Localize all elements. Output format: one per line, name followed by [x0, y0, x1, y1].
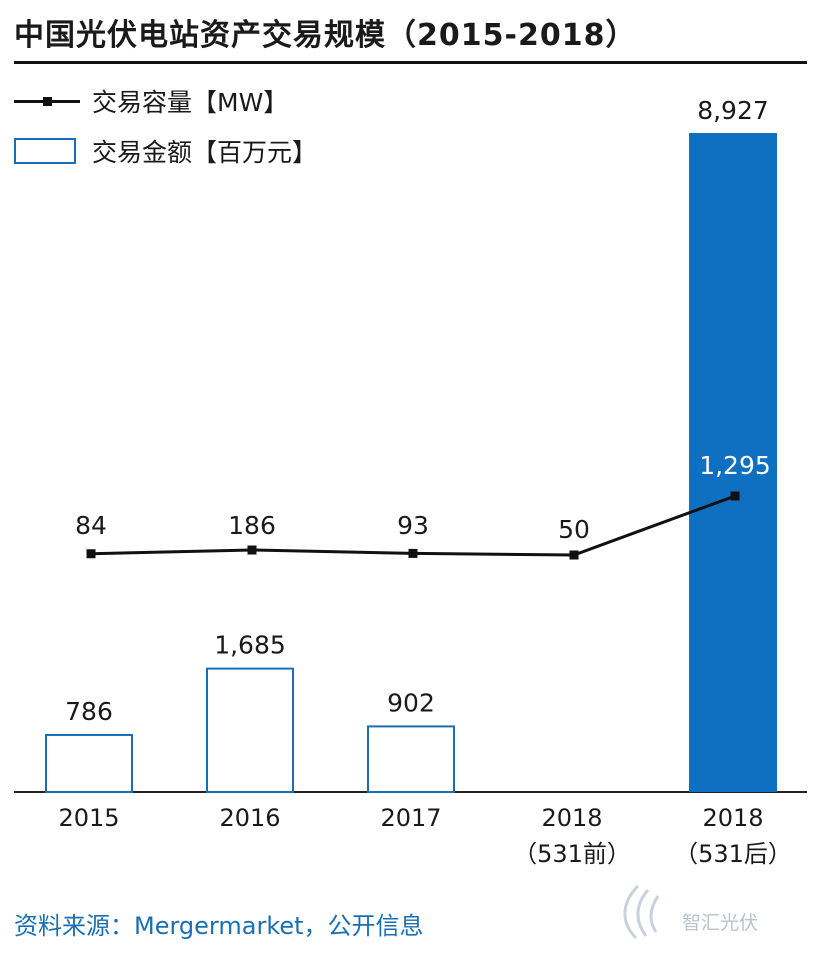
capacity-point-4	[730, 491, 740, 501]
bar-amount-2	[367, 725, 455, 793]
x-tick-label-0-0: 2015	[58, 804, 119, 832]
capacity-label-2: 93	[397, 511, 429, 540]
title-divider	[14, 61, 807, 64]
x-tick-label-4-1: （531后）	[674, 840, 792, 868]
bar-amount-4	[689, 133, 777, 792]
bar-amount-1	[206, 667, 294, 794]
capacity-point-1	[247, 545, 257, 555]
capacity-label-0: 84	[75, 511, 107, 540]
legend-box-swatch	[14, 138, 76, 164]
bar-label-0: 786	[65, 697, 113, 726]
legend-item-amount: 交易金额【百万元】	[14, 133, 317, 169]
bar-label-4: 8,927	[697, 96, 769, 125]
source-note: 资料来源：Mergermarket，公开信息	[14, 912, 424, 940]
watermark: 智汇光伏	[608, 878, 808, 948]
x-tick-label-4-0: 2018	[702, 804, 763, 832]
capacity-label-1: 186	[228, 511, 276, 540]
x-tick-label-1-0: 2016	[219, 804, 280, 832]
watermark-text: 智汇光伏	[682, 912, 759, 934]
x-tick-label-3-0: 2018	[541, 804, 602, 832]
bar-amount-0	[45, 733, 133, 793]
capacity-point-2	[408, 548, 418, 558]
legend-label-capacity: 交易容量【MW】	[92, 88, 289, 117]
legend-item-capacity: 交易容量【MW】	[14, 83, 288, 119]
legend-label-amount: 交易金额【百万元】	[92, 138, 318, 167]
legend-line-swatch	[14, 86, 80, 116]
capacity-label-4: 1,295	[699, 451, 771, 480]
watermark-logo-icon	[623, 884, 660, 940]
capacity-point-3	[569, 550, 579, 560]
capacity-point-0	[86, 549, 96, 559]
capacity-label-3: 50	[558, 515, 590, 544]
bar-label-2: 902	[387, 688, 435, 717]
bar-label-1: 1,685	[214, 631, 286, 660]
x-tick-label-2-0: 2017	[380, 804, 441, 832]
chart-title: 中国光伏电站资产交易规模（2015-2018）	[14, 18, 637, 53]
x-tick-label-3-1: （531前）	[513, 840, 631, 868]
